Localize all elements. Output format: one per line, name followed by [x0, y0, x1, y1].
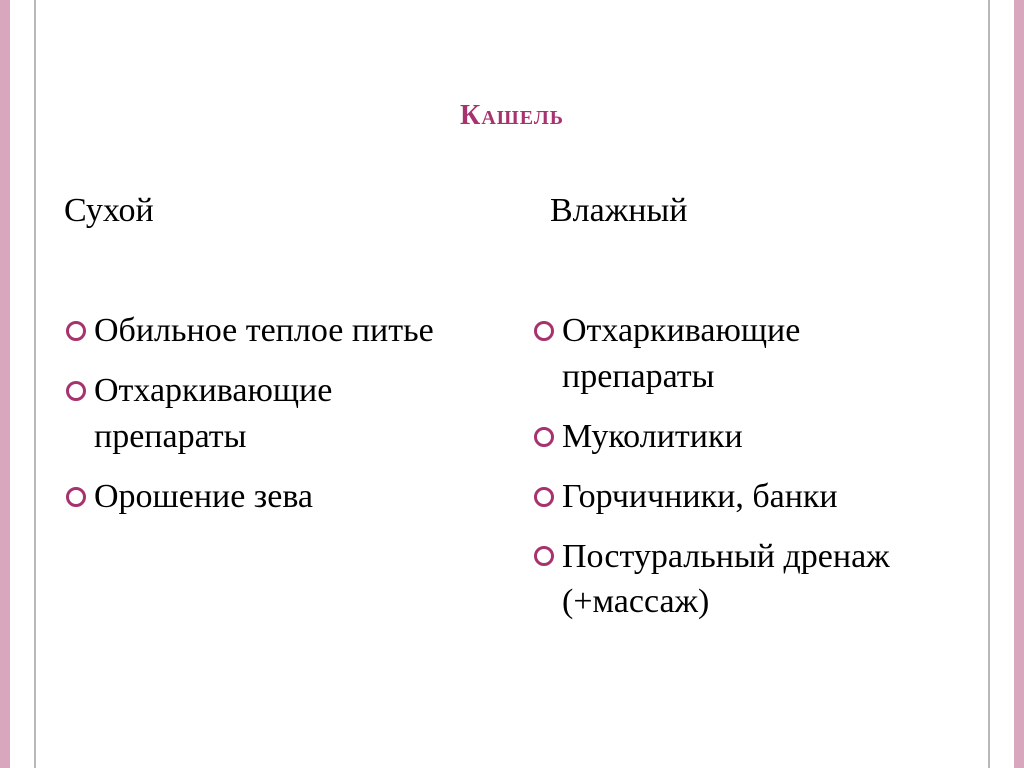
column-right: Влажный Отхаркивающие препараты Муколити…: [532, 192, 960, 639]
columns: Сухой Обильное теплое питье Отхаркивающи…: [64, 192, 960, 639]
list-item: Постуральный дренаж (+массаж): [532, 534, 960, 626]
list-item: Орошение зева: [64, 474, 492, 520]
list-item: Горчичники, банки: [532, 474, 960, 520]
column-left: Сухой Обильное теплое питье Отхаркивающи…: [64, 192, 492, 639]
list-item: Обильное теплое питье: [64, 308, 492, 354]
slide-inner-rule-right: [988, 0, 990, 768]
slide-title: Кашель: [64, 100, 960, 132]
slide-content: Кашель Сухой Обильное теплое питье Отхар…: [44, 0, 980, 768]
list-item: Отхаркивающие препараты: [532, 308, 960, 400]
slide-inner-rule-left: [34, 0, 36, 768]
column-right-heading: Влажный: [550, 192, 960, 230]
column-left-list: Обильное теплое питье Отхаркивающие преп…: [64, 308, 492, 520]
list-item: Муколитики: [532, 414, 960, 460]
column-left-heading: Сухой: [64, 192, 492, 230]
column-right-list: Отхаркивающие препараты Муколитики Горчи…: [532, 308, 960, 625]
list-item: Отхаркивающие препараты: [64, 368, 492, 460]
